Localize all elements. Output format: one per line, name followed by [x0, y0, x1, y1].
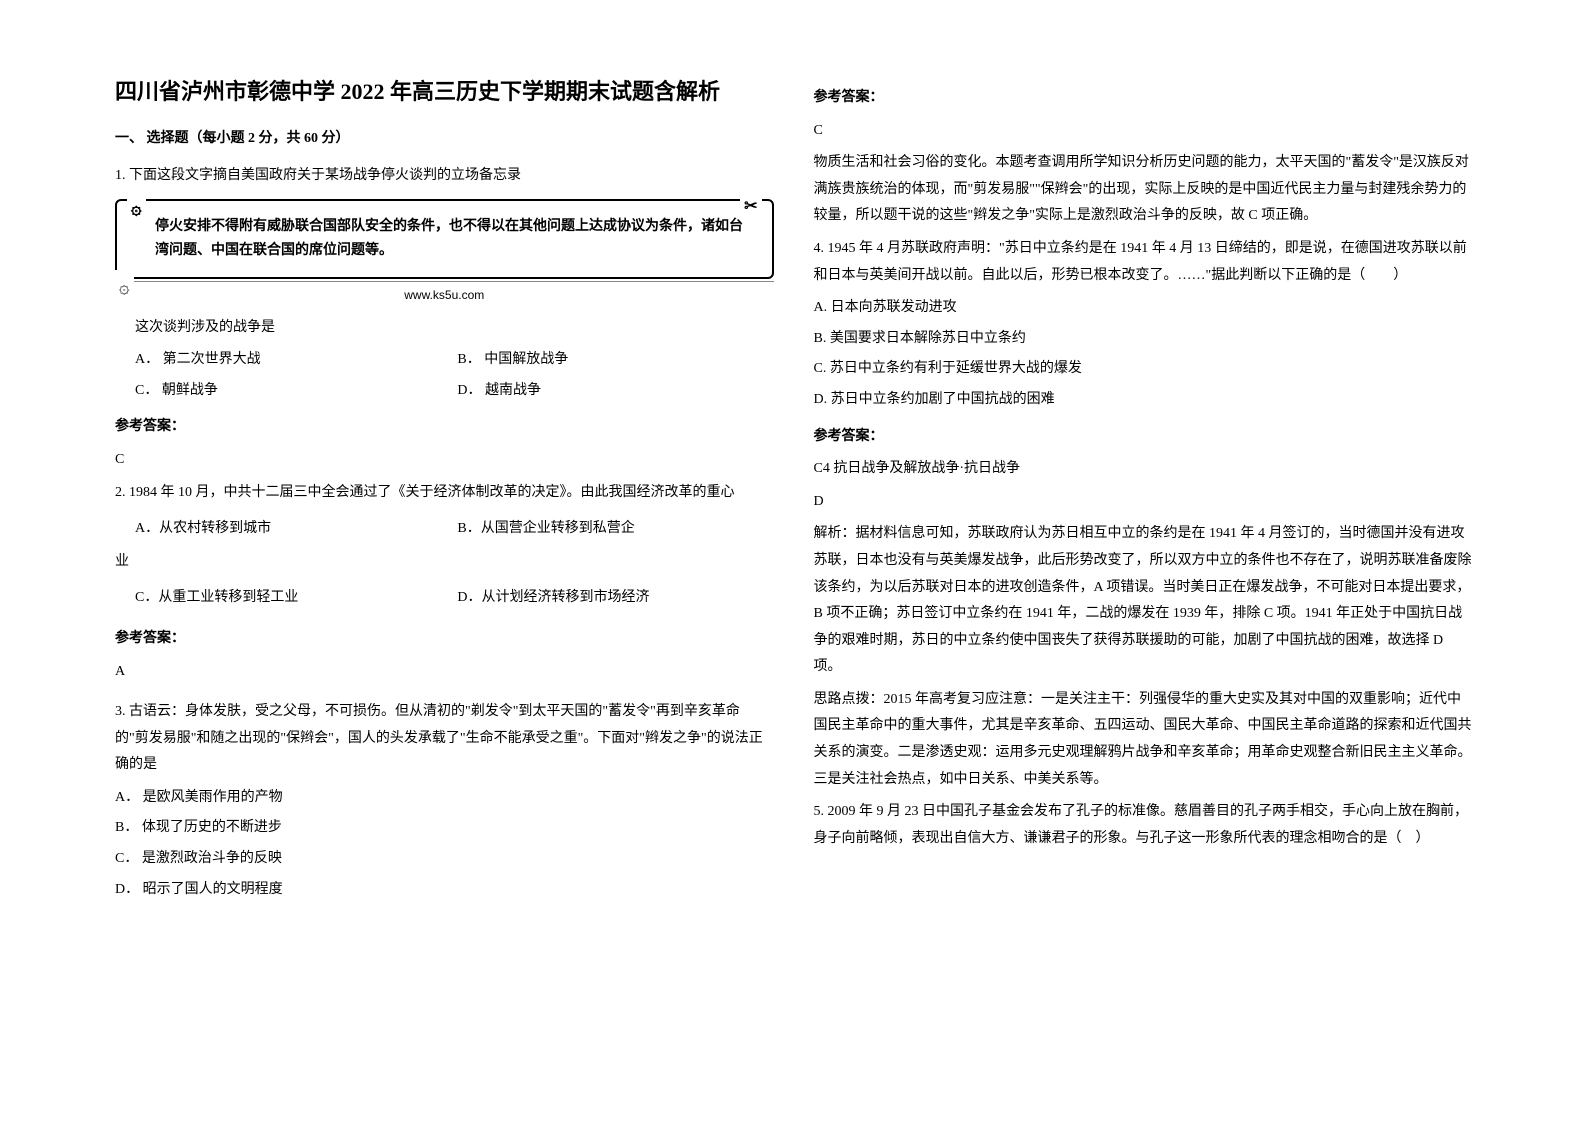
section-heading: 一、 选择题（每小题 2 分，共 60 分）	[115, 126, 774, 153]
q4-opt-d: D. 苏日中立条约加剧了中国抗战的困难	[814, 387, 1473, 414]
q5-stem: 5. 2009 年 9 月 23 日中国孔子基金会发布了孔子的标准像。慈眉善目的…	[814, 799, 1473, 852]
q3-answer-heading: 参考答案：	[814, 85, 1473, 112]
q3-answer: C	[814, 118, 1473, 145]
q1-box-text: 停火安排不得附有威胁联合国部队安全的条件，也不得以在其他问题上达成协议为条件，诸…	[135, 215, 754, 263]
q4-answer-tag: C4 抗日战争及解放战争·抗日战争	[814, 456, 1473, 483]
q1-opt-a: A． 第二次世界大战	[115, 347, 457, 374]
spiral-icon: ۞	[127, 193, 146, 224]
q3-opt-b: B． 体现了历史的不断进步	[115, 815, 774, 842]
q4-opt-b: B. 美国要求日本解除苏日中立条约	[814, 326, 1473, 353]
q4-opt-c: C. 苏日中立条约有利于延缓世界大战的爆发	[814, 356, 1473, 383]
q4-answer: D	[814, 489, 1473, 516]
document-title: 四川省泸州市彰德中学 2022 年高三历史下学期期末试题含解析	[115, 75, 774, 108]
q1-opt-c: C． 朝鲜战争	[115, 378, 457, 405]
q4-answer-heading: 参考答案：	[814, 424, 1473, 451]
q2-opt-b-cont: 业	[115, 549, 774, 576]
q4-stem: 4. 1945 年 4 月苏联政府声明："苏日中立条约是在 1941 年 4 月…	[814, 236, 1473, 289]
right-column: 参考答案： C 物质生活和社会习俗的变化。本题考查调用所学知识分析历史问题的能力…	[794, 75, 1493, 1047]
q2-stem: 2. 1984 年 10 月，中共十二届三中全会通过了《关于经济体制改革的决定》…	[115, 480, 774, 507]
q1-sub: 这次谈判涉及的战争是	[115, 315, 774, 342]
q3-explain: 物质生活和社会习俗的变化。本题考查调用所学知识分析历史问题的能力，太平天国的"蓄…	[814, 150, 1473, 230]
clip-icon: ✂	[740, 193, 761, 220]
q2-answer-heading: 参考答案：	[115, 626, 774, 653]
q3-stem: 3. 古语云：身体发肤，受之父母，不可损伤。但从清初的"剃发令"到太平天国的"蓄…	[115, 699, 774, 779]
q3-opt-c: C． 是激烈政治斗争的反映	[115, 846, 774, 873]
spiral-icon-bottom: ۞	[115, 270, 134, 304]
q3-opt-a: A． 是欧风美雨作用的产物	[115, 785, 774, 812]
q2-opt-a: A．从农村转移到城市	[115, 516, 457, 543]
q1-opt-b: B． 中国解放战争	[457, 347, 773, 374]
left-column: 四川省泸州市彰德中学 2022 年高三历史下学期期末试题含解析 一、 选择题（每…	[95, 75, 794, 1047]
q2-opt-c: C．从重工业转移到轻工业	[115, 585, 457, 612]
q2-opt-b: B．从国营企业转移到私营企	[457, 516, 773, 543]
q1-answer-heading: 参考答案：	[115, 414, 774, 441]
q4-explain1: 解析：据材料信息可知，苏联政府认为苏日相互中立的条约是在 1941 年 4 月签…	[814, 521, 1473, 681]
q1-answer: C	[115, 447, 774, 474]
q1-opt-d: D． 越南战争	[457, 378, 773, 405]
q4-opt-a: A. 日本向苏联发动进攻	[814, 295, 1473, 322]
q1-quote-box: ۞ ✂ 停火安排不得附有威胁联合国部队安全的条件，也不得以在其他问题上达成协议为…	[115, 199, 774, 279]
q1-stem: 1. 下面这段文字摘自美国政府关于某场战争停火谈判的立场备忘录	[115, 163, 774, 190]
q1-url: ۞ www.ks5u.com	[115, 281, 774, 307]
q2-opt-d: D．从计划经济转移到市场经济	[457, 585, 773, 612]
q4-explain2: 思路点拨：2015 年高考复习应注意：一是关注主干：列强侵华的重大史实及其对中国…	[814, 687, 1473, 793]
q2-answer: A	[115, 659, 774, 686]
q3-opt-d: D． 昭示了国人的文明程度	[115, 877, 774, 904]
